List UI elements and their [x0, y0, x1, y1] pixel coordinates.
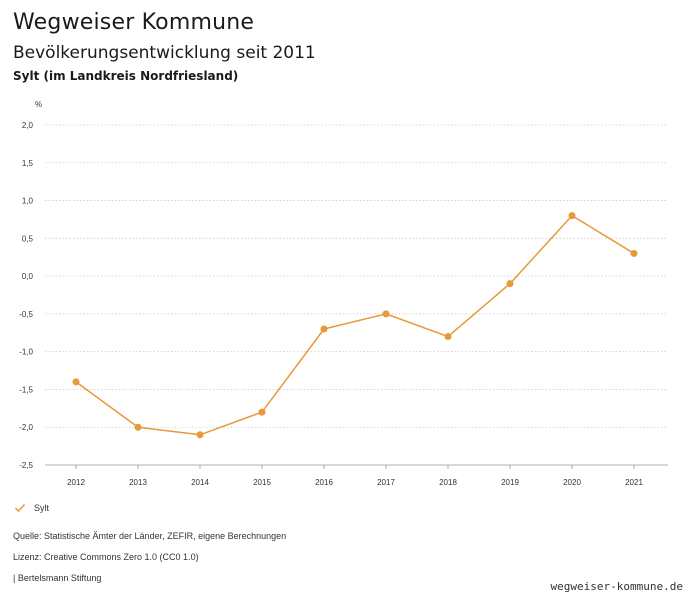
chart-title: Bevölkerungsentwicklung seit 2011 — [13, 43, 316, 63]
data-point[interactable] — [320, 325, 328, 333]
y-tick-label: 1,0 — [22, 197, 34, 206]
data-point[interactable] — [196, 431, 204, 439]
x-tick-label: 2012 — [67, 478, 85, 487]
y-tick-label: -2,5 — [19, 461, 33, 470]
data-point[interactable] — [506, 280, 514, 288]
data-point[interactable] — [444, 333, 452, 341]
data-point[interactable] — [382, 310, 390, 318]
data-point[interactable] — [630, 249, 638, 257]
gridlines — [45, 124, 668, 428]
x-tick-label: 2020 — [563, 478, 581, 487]
data-point[interactable] — [258, 408, 266, 416]
y-axis-unit-label: % — [35, 100, 42, 109]
x-tick-label: 2021 — [625, 478, 643, 487]
y-tick-label: 2,0 — [22, 121, 34, 130]
license-note: Lizenz: Creative Commons Zero 1.0 (CC0 1… — [13, 552, 199, 562]
x-tick-label: 2014 — [191, 478, 209, 487]
series-sylt — [72, 212, 638, 439]
legend[interactable]: Sylt — [14, 503, 49, 513]
y-tick-label: -1,0 — [19, 348, 33, 357]
legend-label-sylt: Sylt — [34, 503, 50, 513]
data-point[interactable] — [72, 378, 80, 386]
x-tick-labels: 2012 2013 2014 2015 2016 2017 2018 2019 2020 2021 — [67, 465, 643, 487]
data-point[interactable] — [134, 423, 142, 431]
site-title: Wegweiser Kommune — [13, 10, 255, 35]
x-tick-label: 2015 — [253, 478, 271, 487]
y-tick-label: 0,5 — [22, 234, 34, 243]
y-tick-label: -0,5 — [19, 310, 33, 319]
x-tick-label: 2018 — [439, 478, 457, 487]
y-tick-label: -2,0 — [19, 423, 33, 432]
chart-subtitle: Sylt (im Landkreis Nordfriesland) — [13, 69, 239, 83]
publisher-note: | Bertelsmann Stiftung — [13, 573, 102, 583]
y-tick-label: 1,5 — [22, 159, 34, 168]
site-url-watermark: wegweiser-kommune.de — [550, 580, 683, 593]
y-tick-label: 0,0 — [22, 272, 34, 281]
series-line — [75, 214, 635, 436]
x-tick-label: 2019 — [501, 478, 519, 487]
y-tick-labels: 2,0 1,5 1,0 0,5 0,0 -0,5 -1,0 -1,5 -2,0 -2,5 — [19, 121, 33, 470]
y-tick-label: -1,5 — [19, 385, 33, 394]
data-point[interactable] — [568, 212, 576, 220]
x-tick-label: 2017 — [377, 478, 395, 487]
source-note: Quelle: Statistische Ämter der Länder, Z… — [13, 531, 287, 541]
legend-check-icon — [14, 503, 26, 513]
x-tick-label: 2013 — [129, 478, 147, 487]
x-tick-label: 2016 — [315, 478, 333, 487]
